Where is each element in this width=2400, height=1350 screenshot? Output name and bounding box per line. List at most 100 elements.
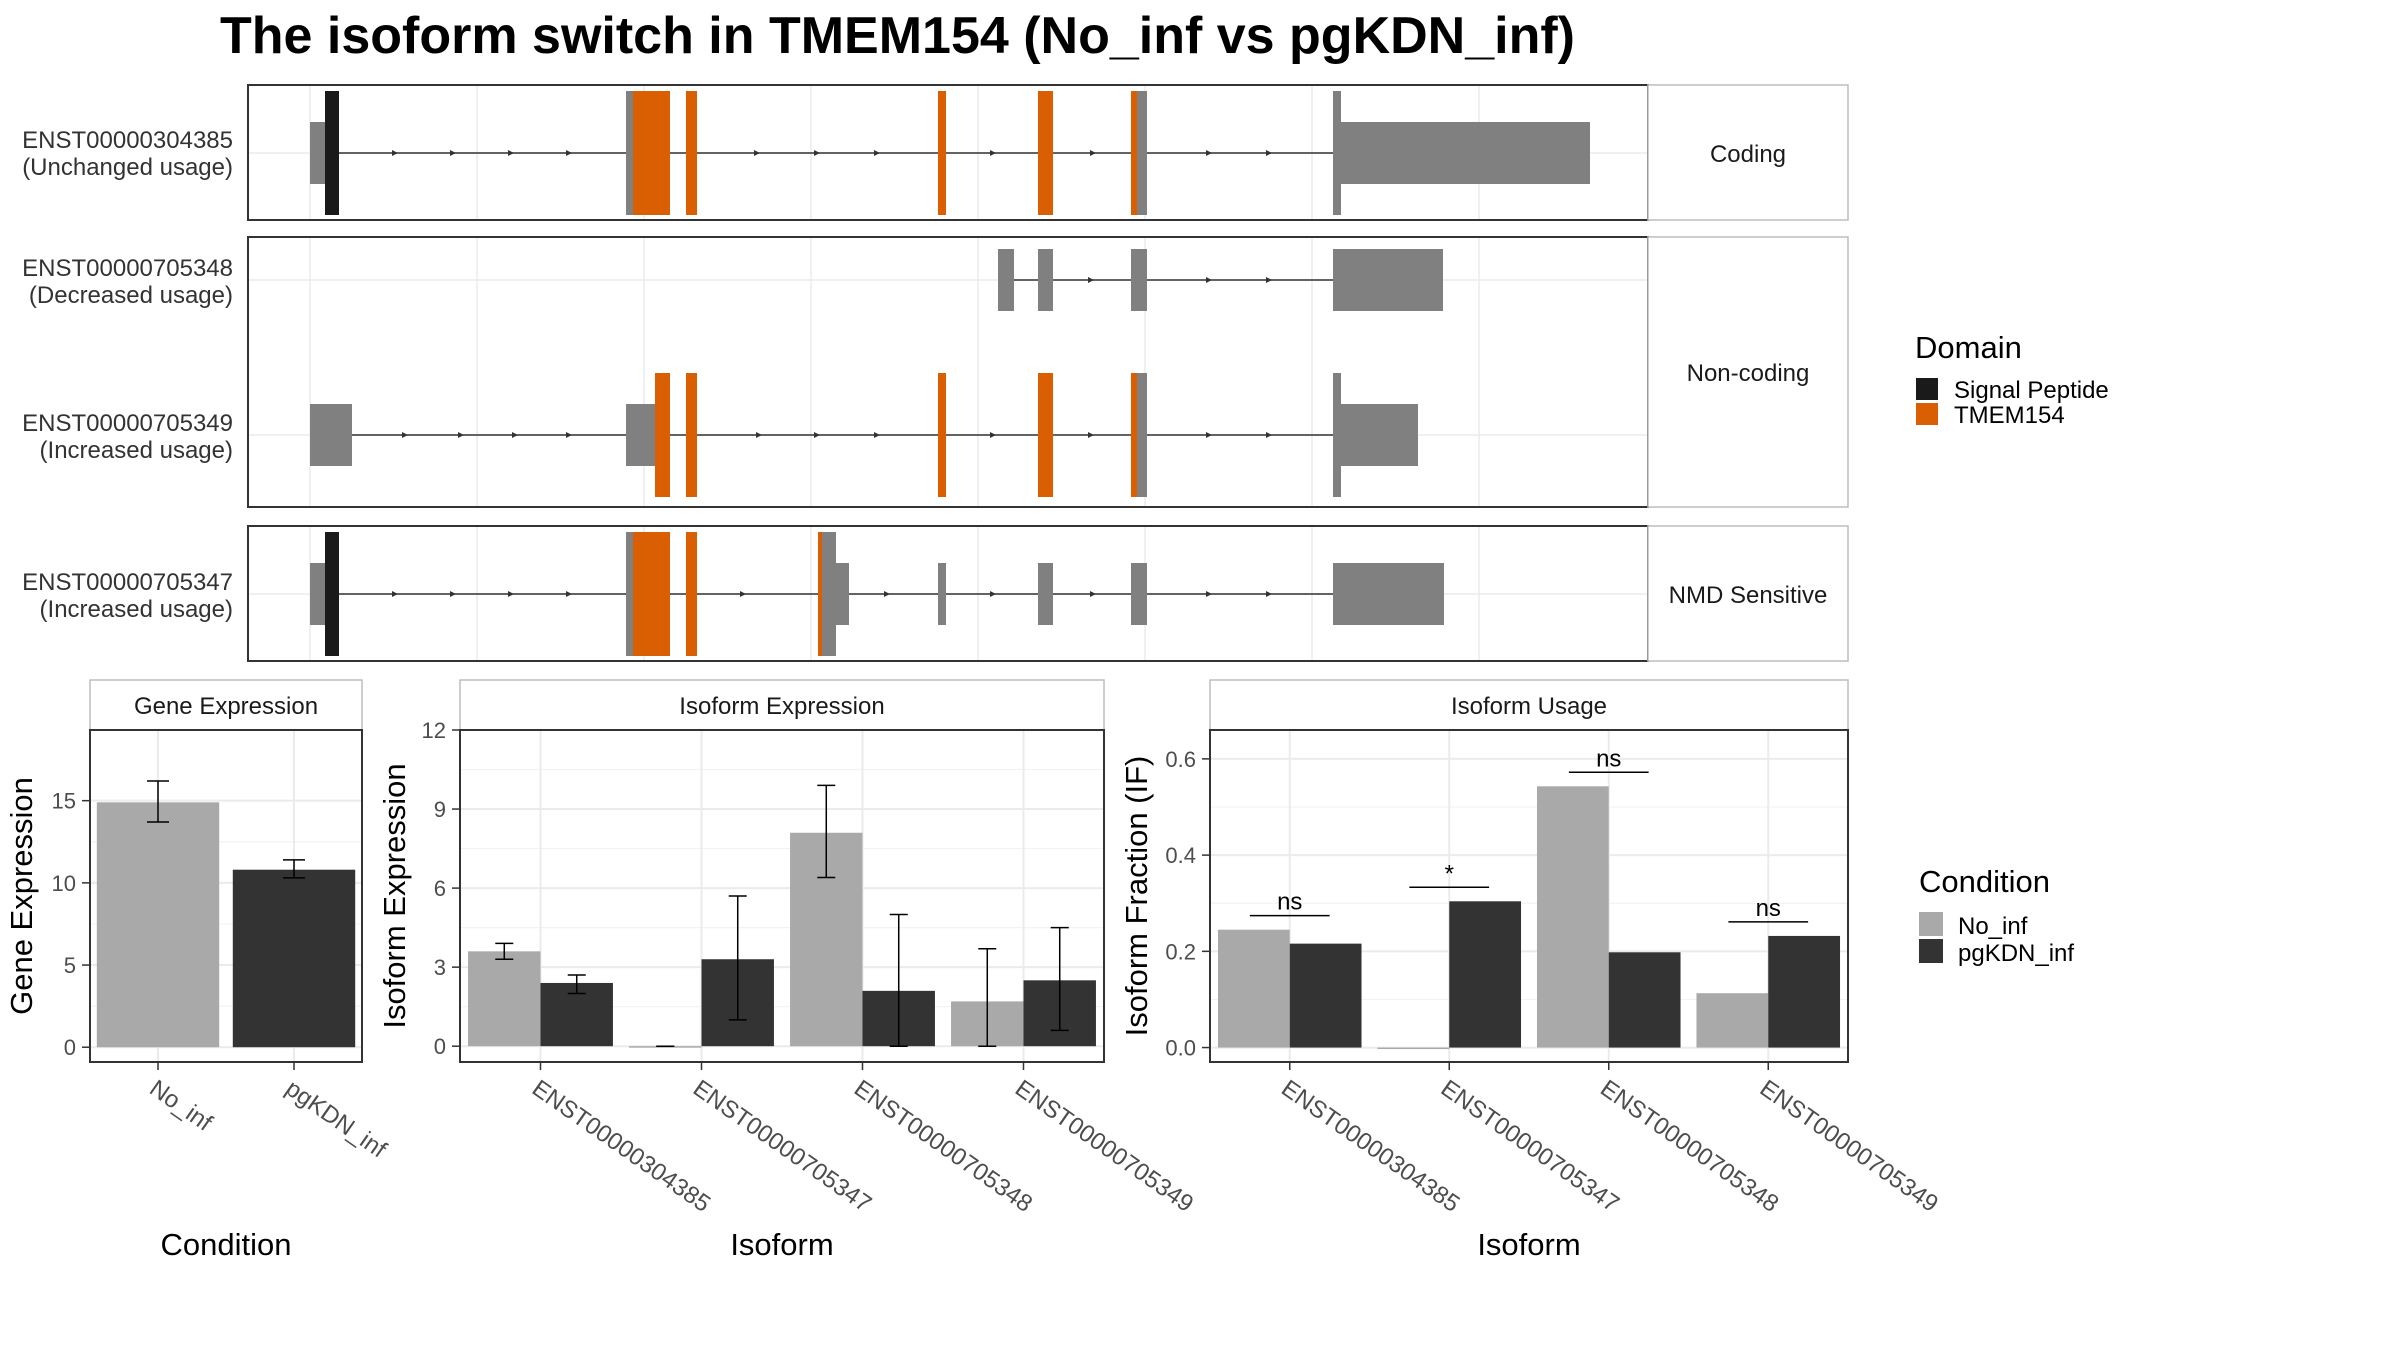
transcript-label-usage: (Decreased usage) <box>29 282 233 309</box>
plot-border <box>89 729 363 1063</box>
y-tick-label: 0.2 <box>1165 939 1196 964</box>
signal-peptide-domain <box>325 532 339 656</box>
y-tick-label: 0 <box>64 1035 76 1060</box>
y-tick-label: 0.4 <box>1165 843 1196 868</box>
bar-no-inf <box>96 802 220 1048</box>
tmem154-domain <box>1131 91 1137 215</box>
tmem154-domain <box>633 532 670 656</box>
exon <box>310 563 326 625</box>
bar-no-inf <box>1377 1047 1450 1050</box>
exon <box>1333 563 1444 625</box>
transcript-label-usage: (Unchanged usage) <box>22 154 233 181</box>
y-tick-label: 6 <box>434 876 446 901</box>
exon <box>998 249 1014 311</box>
legend-label: Signal Peptide <box>1954 377 2109 404</box>
bar-pgkdn-inf <box>1608 952 1681 1048</box>
chart-title: Isoform Usage <box>1451 693 1607 720</box>
exon <box>835 563 849 625</box>
x-axis-title: Condition <box>161 1227 292 1262</box>
tmem154-domain <box>938 373 946 497</box>
chart-isoform-usage: Isoform Usagens*nsns0.00.20.40.6ENST0000… <box>1119 679 1943 1262</box>
legend-key-tmem154 <box>1916 403 1938 425</box>
exon <box>1131 249 1147 311</box>
condition-legend: Condition No_inf pgKDN_inf <box>1919 864 2074 967</box>
facet-label: Coding <box>1710 141 1786 168</box>
exon <box>1340 122 1590 184</box>
chart-title: Gene Expression <box>134 693 318 720</box>
exon <box>1137 373 1147 497</box>
facet-label: Non-coding <box>1687 360 1810 387</box>
y-tick-label: 5 <box>64 953 76 978</box>
legend-key-signal-peptide <box>1916 378 1938 400</box>
facet-strip <box>459 679 1105 731</box>
legend-key-pgkdn-inf <box>1919 939 1943 963</box>
plot-border <box>1209 729 1849 1063</box>
exon <box>1038 249 1053 311</box>
transcript-label-id: ENST00000705348 <box>22 255 233 282</box>
x-tick-label: pgKDN_inf <box>281 1075 392 1164</box>
significance-label: ns <box>1596 745 1621 772</box>
bar-pgkdn-inf <box>1768 935 1841 1048</box>
legend-label: TMEM154 <box>1954 402 2065 429</box>
tmem154-domain <box>686 91 697 215</box>
facet-strip-coding <box>1647 84 1849 221</box>
domain-legend: Domain Signal Peptide TMEM154 <box>1915 330 2109 429</box>
x-tick-label: ENST00000705349 <box>1010 1075 1198 1218</box>
y-tick-label: 12 <box>422 718 446 743</box>
exon <box>626 91 634 215</box>
transcript-label-usage: (Increased usage) <box>40 437 233 464</box>
exon <box>1333 373 1341 497</box>
significance-label: ns <box>1277 889 1302 916</box>
exon <box>626 532 634 656</box>
tmem154-domain <box>818 532 822 656</box>
x-tick-label: ENST00000705348 <box>849 1075 1037 1218</box>
transcript-label-id: ENST00000705347 <box>22 569 233 596</box>
plot-border <box>459 729 1105 1063</box>
chart-gene-expression: Gene Expression 0 5 10 15 No_inf pgKDN_inf Cond… <box>4 679 392 1262</box>
exon <box>310 122 326 184</box>
x-tick-label: No_inf <box>145 1075 218 1137</box>
transcript-enst00000304385 <box>310 91 1590 215</box>
x-axis-title: Isoform <box>730 1227 833 1262</box>
y-tick-label: 15 <box>52 789 76 814</box>
bar-pgkdn-inf <box>232 869 356 1048</box>
y-tick-label: 0 <box>434 1034 446 1059</box>
y-tick-label: 10 <box>52 871 76 896</box>
tmem154-domain <box>938 91 946 215</box>
transcript-label-id: ENST00000304385 <box>22 127 233 154</box>
legend-title: Domain <box>1915 330 2022 365</box>
exon <box>938 563 946 625</box>
facet-strip <box>1209 679 1849 731</box>
y-axis-title: Isoform Expression <box>377 763 412 1028</box>
chart-title: Isoform Expression <box>679 693 884 720</box>
y-tick-label: 0.6 <box>1165 747 1196 772</box>
tmem154-domain <box>633 91 670 215</box>
exon <box>1131 563 1147 625</box>
transcript-enst00000705348 <box>998 249 1443 311</box>
significance-label: * <box>1445 860 1454 887</box>
bar-charts: Gene Expression 0 5 10 15 No_inf pgKDN_inf Cond… <box>4 679 1943 1262</box>
bar-pgkdn-inf <box>1449 901 1522 1048</box>
exon <box>626 404 656 466</box>
tmem154-domain <box>686 373 697 497</box>
facet-strip-nmd <box>1647 525 1849 662</box>
y-axis-title: Gene Expression <box>4 777 39 1015</box>
tmem154-domain <box>1038 373 1053 497</box>
exon <box>1137 91 1147 215</box>
tmem154-domain <box>686 532 697 656</box>
transcript-label-usage: (Increased usage) <box>40 596 233 623</box>
legend-key-no-inf <box>1919 912 1943 936</box>
exon <box>1333 91 1341 215</box>
x-axis-title: Isoform <box>1477 1227 1580 1262</box>
transcript-enst00000705349 <box>310 373 1418 497</box>
y-tick-label: 3 <box>434 955 446 980</box>
exon <box>822 532 836 656</box>
bar-no-inf <box>468 951 541 1047</box>
page-title: The isoform switch in TMEM154 (No_inf vs… <box>220 7 1575 65</box>
y-tick-label: 0.0 <box>1165 1036 1196 1061</box>
significance-label: ns <box>1756 895 1781 922</box>
bar-no-inf <box>1696 993 1769 1048</box>
x-tick-label: ENST00000304385 <box>527 1075 715 1218</box>
chart-isoform-expression: Isoform Expression036912ENST00000304385E… <box>377 679 1198 1262</box>
